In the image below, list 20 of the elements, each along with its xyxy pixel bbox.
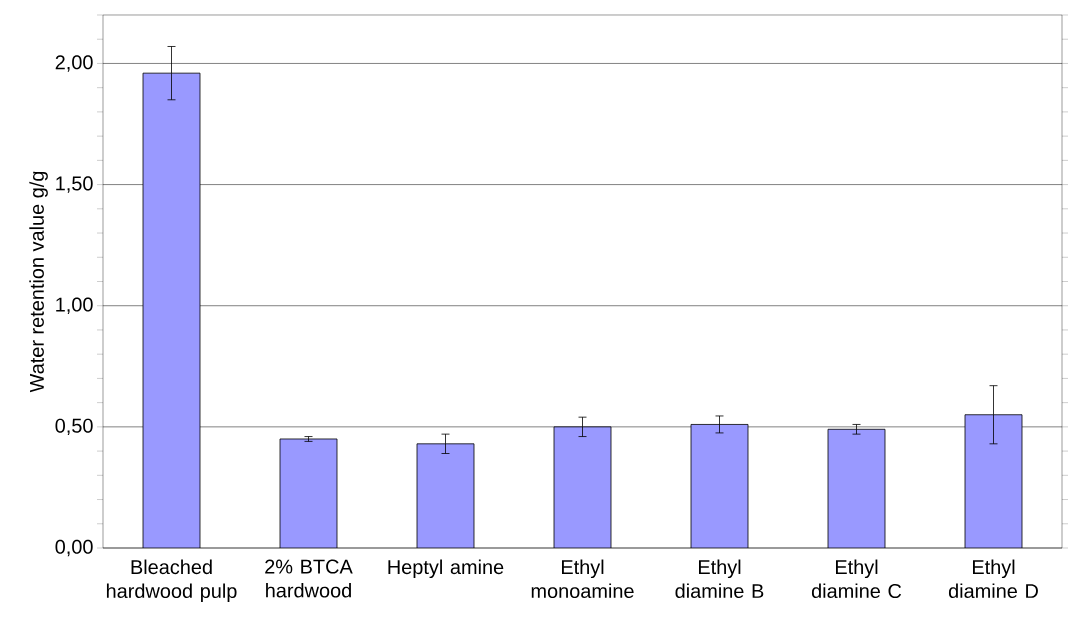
bar (827, 428, 886, 548)
bar (553, 426, 612, 548)
y-tick-label: 1,00 (56, 297, 93, 314)
x-tick-label: Ethyl diamine C (811, 559, 902, 599)
bar (279, 438, 338, 548)
bar (690, 424, 749, 548)
x-tick-label: Ethyl diamine D (948, 559, 1038, 599)
y-tick-label: 1,50 (56, 176, 93, 193)
x-tick-label: Ethyl monoamine (531, 559, 634, 599)
bar (416, 443, 475, 548)
y-tick-label: 0,50 (55, 418, 93, 436)
x-tick-label: 2% BTCA hardwood (265, 559, 353, 598)
x-tick-label: Bleached hardwood pulp (106, 559, 237, 603)
x-tick-label: Heptyl amine (388, 559, 504, 579)
y-tick-label: 0,00 (55, 539, 93, 557)
x-tick-label: Ethyl diamine B (675, 559, 764, 599)
y-tick-label: 2,00 (55, 55, 93, 72)
y-axis-title: Water retention value g/g (29, 171, 48, 393)
bar (142, 72, 201, 548)
bar (964, 414, 1023, 548)
